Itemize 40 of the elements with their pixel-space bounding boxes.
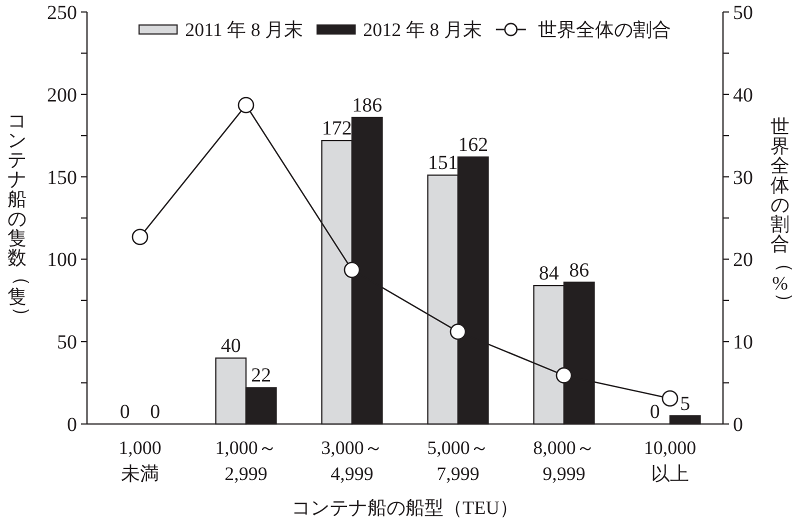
legend-label: 2011 年 8 月末 — [185, 20, 304, 41]
y-axis-title: コンテナ船の隻数（隻） — [8, 111, 32, 326]
y2-tick-label: 20 — [733, 249, 753, 272]
data-label: 172 — [322, 118, 352, 140]
y-tick-label: 150 — [47, 166, 77, 189]
point — [344, 262, 360, 278]
data-label: 40 — [220, 335, 241, 358]
point — [556, 367, 572, 384]
data-label: 5 — [680, 392, 690, 415]
x-axis-title: コンテナ船の船型（TEU） — [292, 498, 518, 519]
y2-tick-label: 30 — [733, 166, 753, 189]
data-label: 86 — [569, 259, 590, 282]
x-tick-label: 3,000～ 4,999 — [321, 438, 383, 485]
y-tick-label: 200 — [47, 84, 77, 106]
x-tick-label: 1,000～ 2,999 — [215, 438, 277, 485]
point — [450, 324, 466, 340]
data-label: 151 — [428, 152, 458, 174]
y-tick-label: 100 — [47, 249, 77, 272]
x-tick-label: 8,000～ 9,999 — [533, 438, 595, 485]
x-tick-label: 10,000 以上 — [644, 438, 696, 485]
y-tick-label: 50 — [57, 332, 77, 354]
data-label: 0 — [120, 401, 130, 423]
legend-label: 2012 年 8 月末 — [363, 20, 482, 41]
x-tick-label: 5,000～ 7,999 — [427, 438, 489, 485]
y2-tick-label: 40 — [733, 84, 753, 106]
y2-tick-label: 50 — [733, 2, 753, 24]
legend-label: 世界全体の割合 — [538, 20, 671, 41]
data-label: 0 — [650, 401, 660, 423]
data-label: 186 — [352, 94, 382, 116]
y2-tick-label: 10 — [733, 332, 753, 354]
data-label: 162 — [458, 134, 488, 156]
y2-axis-title: 世界全体の割合（%） — [770, 116, 796, 312]
y-tick-label: 250 — [47, 2, 77, 24]
data-label: 22 — [251, 364, 272, 387]
data-label: 84 — [538, 262, 559, 285]
y2-tick-label: 0 — [733, 414, 743, 436]
point — [238, 96, 254, 114]
data-label: 0 — [150, 401, 160, 423]
y-tick-label: 0 — [67, 414, 77, 436]
x-tick-label: 1,000 未満 — [118, 438, 162, 485]
